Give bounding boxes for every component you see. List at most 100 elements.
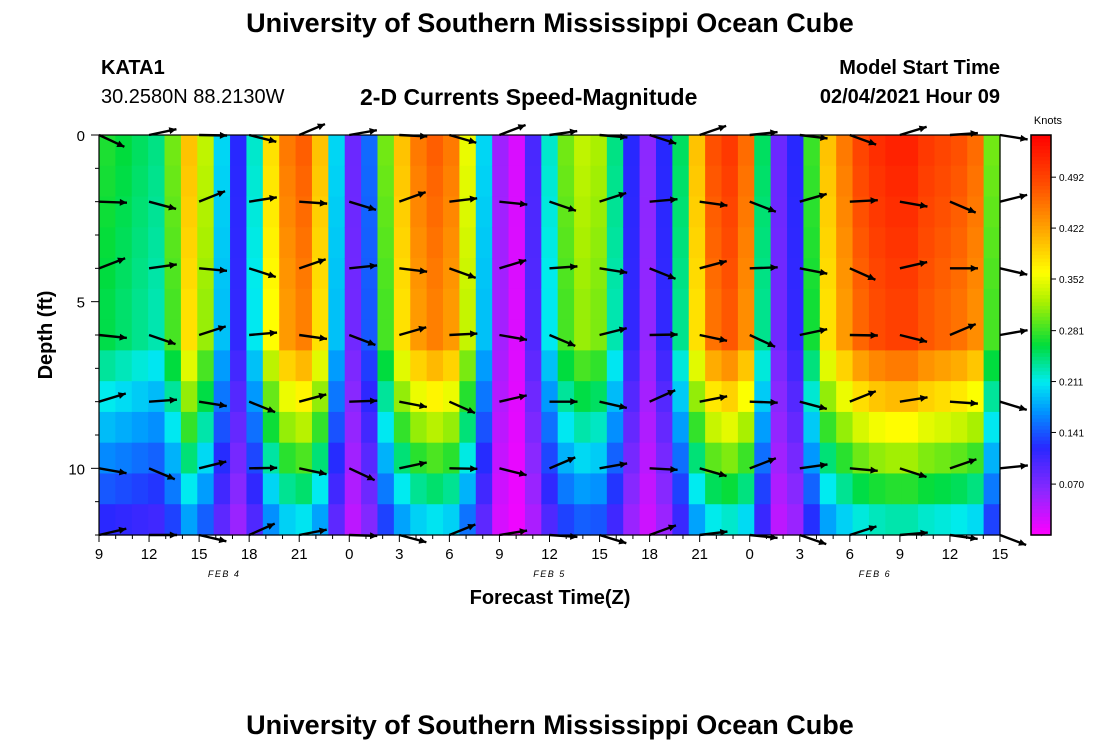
heat-cell [541,227,559,259]
heat-cell [983,288,1001,321]
heat-cell [787,135,805,167]
heat-cell [262,196,280,228]
vector-head [369,262,378,270]
heat-cell [443,135,460,167]
colorbar-segment [1031,360,1051,365]
heat-cell [950,411,968,444]
heat-cell [754,350,772,382]
heat-cell [115,258,133,290]
heat-cell [868,350,886,382]
heat-cell [885,165,903,198]
colorbar-segment [1031,305,1051,311]
heat-cell [131,319,149,351]
heat-cell [868,473,886,505]
heat-cell [688,227,706,259]
heat-cell [246,381,264,413]
x-tick-label: 21 [691,546,708,563]
vector-head [1019,269,1028,277]
heat-cell [279,442,297,475]
vector-head [369,127,377,135]
heat-cell [623,319,641,351]
vector-head [918,125,927,133]
colorbar-segment [1031,291,1051,296]
heat-cell [328,473,346,505]
heat-cell [770,442,788,475]
heat-cell [770,135,788,167]
vector-head [218,459,227,467]
heat-cell [475,288,493,321]
vector-head [369,532,378,540]
heat-cell [459,288,477,321]
heat-cell [672,411,690,444]
heat-cell [688,473,706,505]
heat-cell [574,227,592,259]
heat-cell [377,165,395,198]
heat-cell [967,135,985,167]
vector-arrow [949,399,978,407]
heat-cell [361,350,379,382]
heat-cell [557,165,575,198]
heat-cell [983,165,1001,198]
heat-cell [852,411,870,444]
heat-cell [852,442,870,475]
vector-arrow [449,465,478,473]
x-tick-label: 18 [241,546,258,563]
vector-arrow [849,267,876,281]
heat-cell [901,227,919,259]
colorbar-tick-label: 0.422 [1059,224,1084,235]
heat-cell [918,411,936,444]
x-tick-label: 15 [191,546,208,563]
heat-cell [623,135,641,167]
heat-cell [574,196,592,228]
vector-arrow [649,389,676,403]
vector-arrow [699,394,728,403]
heat-cell [508,258,526,290]
heat-cell [311,258,329,290]
heat-cell [295,473,313,505]
heat-cell [410,165,428,198]
heat-cell [426,258,444,290]
footer-title: University of Southern Mississippi Ocean… [246,710,854,740]
heat-cell [885,411,903,444]
x-tick-label: 12 [541,546,558,563]
heat-cell [983,411,1001,444]
y-tick-label: 10 [68,461,85,478]
vector-head [219,401,227,409]
heat-cell [492,196,510,228]
colorbar-segment [1031,527,1051,532]
vector-head [217,325,226,332]
colorbar-segment [1031,229,1051,234]
heat-cell [459,381,477,413]
vector-arrow [298,467,327,477]
heat-cell [475,473,493,505]
vector-head [667,272,676,280]
heat-cell [983,227,1001,259]
vector-head [670,465,678,473]
heat-cell [393,442,411,475]
x-tick-label: 3 [796,546,804,563]
vector-arrow [348,467,376,482]
vector-arrow [248,133,277,144]
vector-head [670,331,678,339]
heat-cell [819,504,837,536]
heat-cell [475,442,493,475]
heat-cell [705,196,723,228]
heat-cell [344,504,362,536]
heat-cell [508,411,526,444]
heat-cell [148,258,166,290]
heat-cell [737,504,755,536]
vector-head [818,538,827,546]
heat-cell [328,165,346,198]
vector-head [619,402,627,410]
heat-cell [950,196,968,228]
colorbar-segment [1031,505,1051,511]
vector-head [470,465,478,473]
heat-cell [230,442,248,475]
heat-cell [262,473,280,505]
heat-cell [803,411,821,444]
colorbar-segment [1031,233,1051,238]
heat-cell [803,135,821,167]
heat-cell [475,227,493,259]
heat-cell [574,288,592,321]
